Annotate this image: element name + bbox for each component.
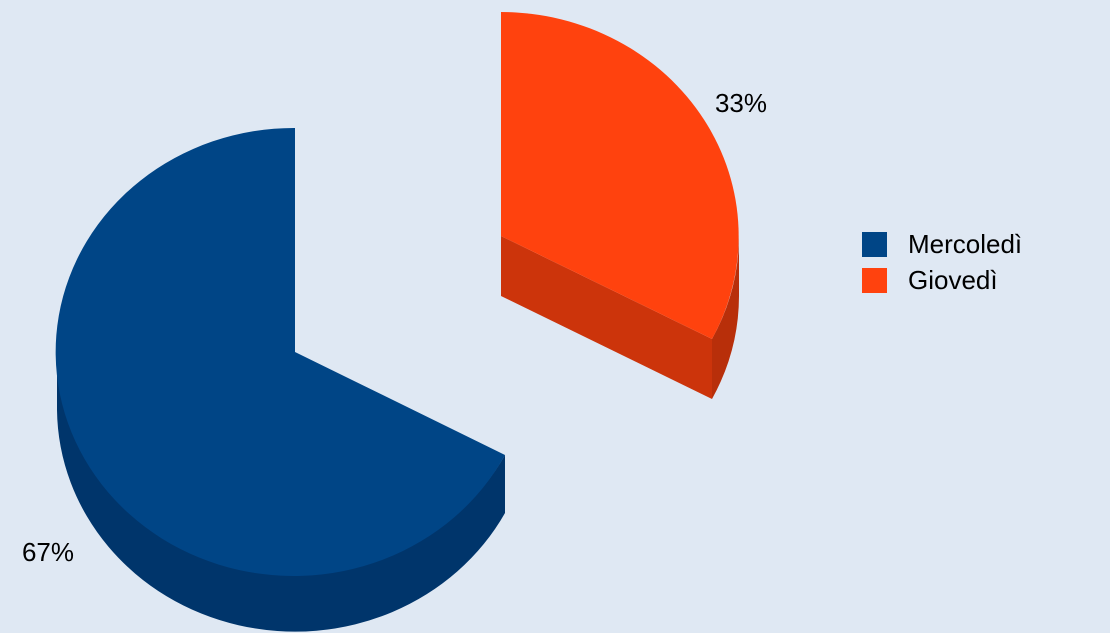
data-label-mercoledi: 67% — [22, 537, 74, 567]
slice-mercoledi — [55, 127, 506, 632]
slice-giovedi — [501, 12, 739, 399]
legend-swatch-giovedi — [862, 267, 887, 293]
slice-giovedi-outer-side — [712, 236, 739, 399]
slice-giovedi-top — [501, 12, 739, 339]
slice-mercoledi-side — [57, 352, 505, 632]
data-label-giovedi: 33% — [715, 88, 767, 118]
slice-giovedi-inner-side — [501, 236, 712, 399]
legend-label-mercoledi: Mercoledì — [908, 228, 1023, 259]
slice-mercoledi-top — [55, 127, 506, 576]
legend-item-giovedi: Giovedì — [862, 262, 1022, 298]
legend-item-mercoledi: Mercoledì — [862, 226, 1022, 262]
legend-swatch-mercoledi — [862, 231, 887, 257]
legend: Mercoledì Giovedì — [862, 226, 1022, 298]
legend-label-giovedi: Giovedì — [908, 264, 998, 295]
